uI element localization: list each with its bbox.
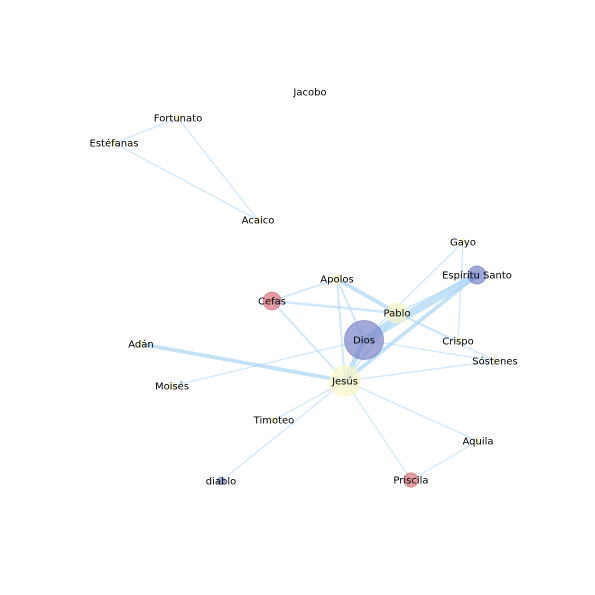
node-espiritu [467,265,487,285]
node-label-diablo: diablo [206,477,237,488]
node-cefas [262,291,282,311]
edge-estefanas-acaico [113,142,259,221]
node-label-pablo: Pablo [384,309,411,320]
node-pablo [386,302,408,324]
edge-jesus-aquila [344,380,479,442]
edge-fortunato-acaico [177,117,259,221]
node-label-apolos: Apolos [320,275,353,286]
node-crispo [454,337,462,345]
node-label-cefas: Cefas [258,297,286,308]
node-sostenes [491,357,499,365]
node-acaico [254,216,262,224]
node-label-jesus: Jesús [331,376,358,388]
edge-apolos-pablo [335,277,399,315]
node-apolos [331,273,343,285]
node-timoteo [270,416,278,424]
edge-pablo-sostenes [396,312,496,362]
node-label-sostenes: Sóstenes [472,356,517,368]
node-label-espiritu: Espíritu Santo [442,270,512,282]
node-gayo [459,238,467,246]
node-aquila [474,437,482,445]
nodes-layer [110,114,499,488]
edge-crispo-gayo [457,241,464,342]
edge-cefas-jesus [271,300,346,382]
edge-aquila-priscila [410,440,479,481]
edge-gayo-dios [363,241,464,341]
node-label-gayo: Gayo [450,238,476,249]
edge-pablo-espiritu [396,274,478,314]
node-label-priscila: Priscila [393,476,428,487]
edge-adan-jesus [139,342,347,383]
edge-jesus-sostenes [344,360,496,382]
node-label-dios: Dios [353,336,375,347]
node-diablo [216,476,226,486]
node-label-fortunato: Fortunato [154,114,202,125]
node-label-adan: Adán [128,339,153,351]
node-label-moises: Moisés [155,381,189,393]
edge-dios-espiritu [360,271,481,344]
edge-jesus-espiritu [343,273,479,383]
edge-cefas-pablo [270,299,399,315]
node-label-acaico: Acaico [242,216,275,227]
edge-cefas-apolos [271,278,338,302]
edge-moises-dios [171,339,365,387]
node-label-timoteo: Timoteo [253,416,295,427]
node-label-aquila: Aquila [462,437,493,448]
node-label-jacobo: Jacobo [292,88,326,99]
edge-dios-sostenes [363,339,496,362]
node-moises [168,382,176,390]
node-estefanas [110,139,118,147]
labels-layer: Dios Espíritu Santo Jesús Pablo Cefas Priscil… [90,88,518,488]
node-label-crispo: Crispo [442,337,474,348]
edge-jesus-diablo [220,380,346,482]
edge-fortunato-estefanas [113,117,179,144]
node-adan [137,340,145,348]
node-dios [344,320,384,360]
node-fortunato [174,114,182,122]
edges-layer [113,117,496,482]
node-jesus [329,365,361,397]
edge-apolos-jesus [336,278,346,382]
node-priscila [403,472,419,488]
node-label-estefanas: Estéfanas [90,138,139,150]
edge-jesus-priscila [344,380,412,481]
